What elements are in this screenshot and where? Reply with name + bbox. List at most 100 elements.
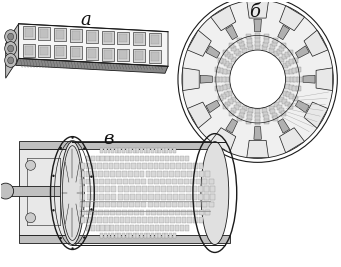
- Polygon shape: [54, 28, 66, 41]
- Polygon shape: [247, 1, 268, 18]
- Polygon shape: [275, 102, 279, 107]
- Polygon shape: [123, 179, 128, 184]
- Polygon shape: [223, 50, 228, 54]
- Ellipse shape: [26, 160, 35, 170]
- Polygon shape: [116, 171, 121, 176]
- Polygon shape: [172, 202, 177, 207]
- Polygon shape: [232, 108, 236, 113]
- Polygon shape: [279, 46, 284, 51]
- Polygon shape: [270, 44, 275, 49]
- Polygon shape: [140, 233, 143, 238]
- Polygon shape: [122, 148, 125, 153]
- Polygon shape: [181, 210, 186, 215]
- Polygon shape: [213, 77, 219, 82]
- Polygon shape: [278, 25, 290, 40]
- Polygon shape: [102, 48, 114, 61]
- Polygon shape: [124, 194, 129, 200]
- Polygon shape: [139, 171, 145, 176]
- Polygon shape: [125, 217, 130, 223]
- Polygon shape: [118, 148, 121, 153]
- Polygon shape: [248, 112, 252, 117]
- Polygon shape: [104, 210, 109, 215]
- Polygon shape: [204, 186, 209, 192]
- Polygon shape: [285, 69, 290, 74]
- Polygon shape: [114, 217, 119, 223]
- Polygon shape: [99, 202, 104, 207]
- Polygon shape: [165, 217, 169, 223]
- Polygon shape: [163, 171, 168, 176]
- Polygon shape: [129, 202, 134, 207]
- Polygon shape: [134, 210, 138, 215]
- Polygon shape: [221, 60, 226, 64]
- Polygon shape: [210, 186, 216, 192]
- Polygon shape: [153, 179, 159, 184]
- Polygon shape: [303, 75, 315, 83]
- Polygon shape: [140, 225, 144, 231]
- Polygon shape: [278, 119, 290, 133]
- Polygon shape: [19, 141, 230, 148]
- Polygon shape: [102, 31, 114, 44]
- Polygon shape: [196, 179, 201, 184]
- Circle shape: [52, 209, 55, 211]
- Polygon shape: [248, 108, 253, 113]
- Polygon shape: [187, 217, 192, 223]
- Polygon shape: [288, 50, 293, 54]
- Polygon shape: [128, 210, 133, 215]
- Polygon shape: [123, 202, 128, 207]
- Polygon shape: [149, 33, 161, 46]
- Polygon shape: [203, 202, 207, 207]
- Polygon shape: [285, 101, 290, 107]
- Text: б: б: [249, 3, 260, 21]
- Polygon shape: [6, 186, 69, 196]
- Polygon shape: [86, 225, 90, 231]
- Polygon shape: [286, 61, 291, 66]
- Polygon shape: [223, 104, 228, 109]
- Polygon shape: [175, 210, 180, 215]
- Polygon shape: [105, 179, 110, 184]
- Polygon shape: [247, 116, 252, 120]
- Polygon shape: [134, 171, 138, 176]
- Polygon shape: [293, 96, 298, 101]
- Polygon shape: [119, 34, 128, 42]
- Polygon shape: [154, 233, 158, 238]
- Polygon shape: [142, 179, 146, 184]
- Polygon shape: [162, 233, 165, 238]
- Polygon shape: [221, 77, 226, 82]
- Polygon shape: [122, 210, 127, 215]
- Polygon shape: [242, 48, 247, 53]
- Polygon shape: [110, 225, 115, 231]
- Polygon shape: [110, 155, 115, 161]
- Polygon shape: [269, 106, 273, 111]
- Polygon shape: [214, 87, 220, 91]
- Ellipse shape: [8, 45, 14, 52]
- Polygon shape: [107, 233, 110, 238]
- Polygon shape: [162, 148, 165, 153]
- Polygon shape: [23, 44, 34, 57]
- Polygon shape: [190, 179, 195, 184]
- Polygon shape: [228, 54, 233, 59]
- Polygon shape: [23, 26, 34, 39]
- Polygon shape: [240, 44, 245, 49]
- Polygon shape: [155, 155, 159, 161]
- Polygon shape: [293, 58, 298, 63]
- Polygon shape: [115, 225, 119, 231]
- Polygon shape: [148, 163, 152, 169]
- Polygon shape: [25, 46, 32, 55]
- Polygon shape: [111, 186, 116, 192]
- Polygon shape: [80, 202, 85, 207]
- Polygon shape: [178, 179, 183, 184]
- Polygon shape: [218, 58, 223, 63]
- Text: а: а: [80, 11, 91, 29]
- Polygon shape: [160, 202, 165, 207]
- Polygon shape: [225, 52, 231, 57]
- Polygon shape: [193, 217, 197, 223]
- Polygon shape: [184, 179, 189, 184]
- Polygon shape: [283, 63, 288, 68]
- Polygon shape: [231, 57, 236, 61]
- Polygon shape: [234, 49, 239, 53]
- Polygon shape: [105, 194, 110, 200]
- Polygon shape: [281, 43, 286, 48]
- Polygon shape: [255, 44, 260, 49]
- Polygon shape: [110, 171, 115, 176]
- Polygon shape: [70, 29, 82, 42]
